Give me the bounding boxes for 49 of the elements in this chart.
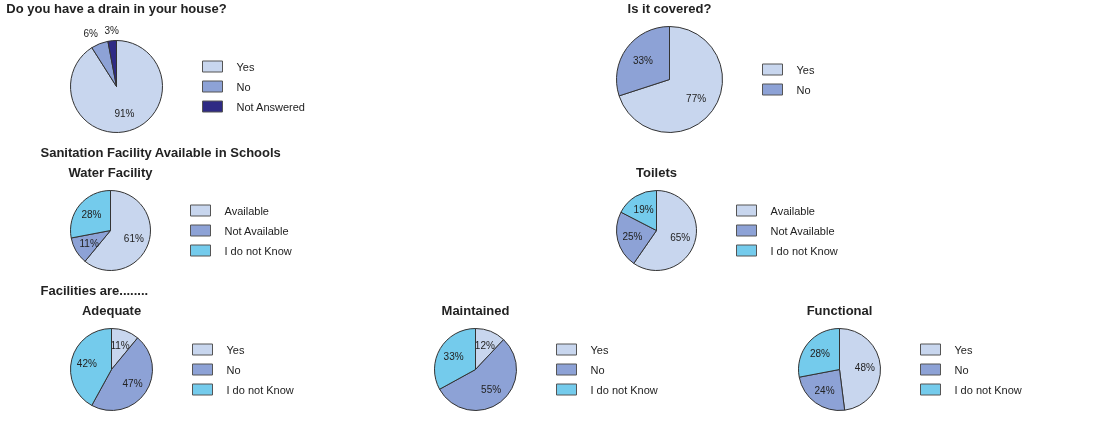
chart-title: Adequate bbox=[81, 303, 142, 318]
legend-label: Available bbox=[770, 204, 815, 217]
chart-title: Maintained bbox=[441, 303, 510, 318]
legend-label: I do not Know bbox=[770, 244, 838, 257]
chart-title: Toilets bbox=[636, 165, 677, 180]
legend-label: I do not Know bbox=[954, 383, 1022, 396]
legend-label: Yes bbox=[226, 343, 245, 356]
legend-label: I do not Know bbox=[226, 383, 294, 396]
legend-label: Not Available bbox=[224, 224, 289, 237]
legend-label: Yes bbox=[954, 343, 973, 356]
data-label: 48% bbox=[854, 362, 875, 374]
data-label: 28% bbox=[81, 209, 102, 221]
legend-label: I do not Know bbox=[224, 244, 292, 257]
chart-title: Is it covered? bbox=[627, 1, 712, 16]
legend-label: No bbox=[236, 80, 251, 93]
data-label: 55% bbox=[481, 384, 502, 396]
data-label: 28% bbox=[809, 347, 831, 359]
data-label: 42% bbox=[76, 357, 97, 369]
legend-label: No bbox=[590, 363, 605, 376]
chart-title: Water Facility bbox=[68, 165, 154, 180]
data-label: 33% bbox=[443, 351, 464, 363]
data-label: 19% bbox=[633, 203, 654, 215]
data-label: 25% bbox=[622, 231, 643, 243]
data-label: 65% bbox=[670, 232, 691, 244]
text: Facilities are........ bbox=[40, 283, 149, 298]
data-label: 47% bbox=[122, 378, 143, 390]
data-label: 61% bbox=[123, 233, 144, 245]
legend-label: Not Available bbox=[770, 224, 835, 237]
legend-label: Available bbox=[224, 204, 269, 217]
legend-label: No bbox=[226, 363, 241, 376]
data-label: 11% bbox=[110, 340, 130, 352]
data-label: 24% bbox=[814, 384, 835, 396]
legend-label: Yes bbox=[796, 63, 815, 76]
legend-label: No bbox=[954, 363, 969, 376]
data-label: 77% bbox=[686, 93, 707, 105]
data-label: 11% bbox=[79, 237, 99, 249]
legend-label: I do not Know bbox=[590, 383, 658, 396]
legend-label: Yes bbox=[590, 343, 609, 356]
data-label: 12% bbox=[474, 340, 495, 352]
data-label: 33% bbox=[632, 54, 654, 66]
legend-label: No bbox=[796, 83, 811, 96]
data-label: 91% bbox=[114, 108, 135, 120]
data-label: 6% bbox=[83, 28, 98, 40]
chart-title: Do you have a drain in your house? bbox=[6, 1, 227, 16]
legend-label: Yes bbox=[236, 60, 255, 73]
legend-label: Not Answered bbox=[236, 100, 305, 113]
chart-title: Functional bbox=[806, 303, 873, 318]
text: Sanitation Facility Available in Schools bbox=[40, 145, 281, 160]
data-label: 3% bbox=[104, 25, 120, 37]
